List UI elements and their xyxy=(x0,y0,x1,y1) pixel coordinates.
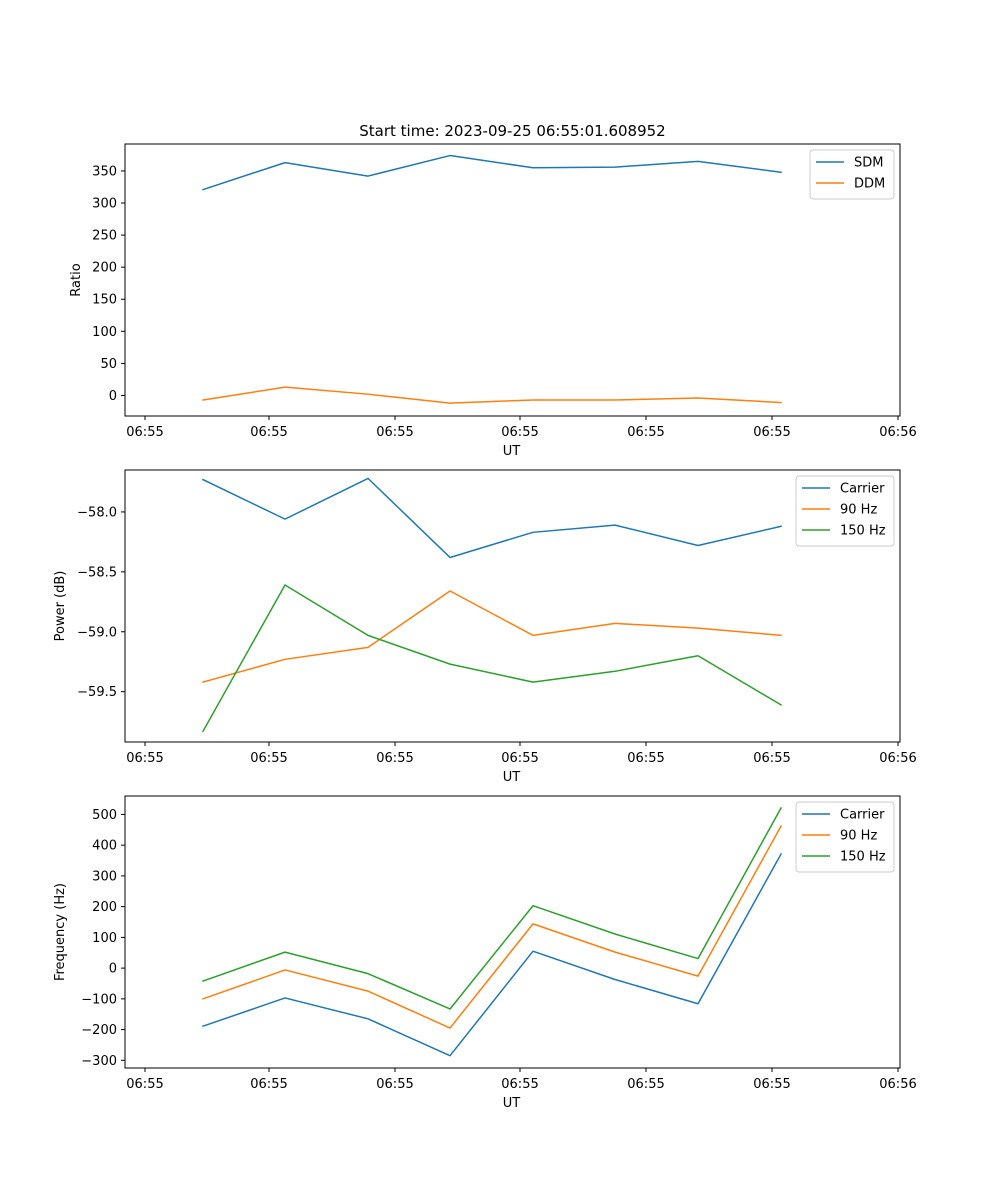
x-axis-label: UT xyxy=(503,770,521,785)
y-tick-label: −300 xyxy=(81,1054,117,1069)
legend-label: 150 Hz xyxy=(840,850,886,865)
legend-label: 90 Hz xyxy=(840,829,877,844)
x-tick-label: 06:55 xyxy=(627,1077,664,1092)
subplot-1: 06:55 06:55 06:55 06:55 06:55 06:55 06:56 0 50 10… xyxy=(69,122,917,459)
legend: Carrier 90 Hz 150 Hz xyxy=(795,801,895,873)
legend-label: 150 Hz xyxy=(840,524,886,539)
y-tick-label: −59.0 xyxy=(77,625,117,640)
chart-title: Start time: 2023-09-25 06:55:01.608952 xyxy=(359,122,665,140)
x-tick-label: 06:55 xyxy=(250,425,287,440)
legend-label: 90 Hz xyxy=(840,503,877,518)
series-line-sdm xyxy=(202,154,782,191)
legend-label: Carrier xyxy=(840,482,885,497)
axes-frame xyxy=(124,143,901,417)
series-line-150-hz xyxy=(201,584,783,733)
y-tick-label: 400 xyxy=(92,839,117,854)
x-tick-label: 06:55 xyxy=(501,751,538,766)
y-tick-label: −100 xyxy=(81,992,117,1007)
y-tick-label: 200 xyxy=(92,900,117,915)
series-line-carrier xyxy=(201,477,782,559)
series-line-90-hz xyxy=(202,590,782,684)
y-tick-label: 100 xyxy=(92,325,117,340)
x-tick-label: 06:55 xyxy=(250,1077,287,1092)
axes-frame xyxy=(124,469,901,743)
axes-frame xyxy=(124,795,901,1069)
subplot-3: 06:55 06:55 06:55 06:55 06:55 06:55 06:56 −300 −… xyxy=(53,795,917,1111)
x-tick-label: 06:55 xyxy=(376,1077,413,1092)
series-line-150-hz xyxy=(202,806,783,1010)
subplot-2: 06:55 06:55 06:55 06:55 06:55 06:55 06:56 −58.0… xyxy=(53,469,917,785)
y-tick-label: −200 xyxy=(81,1023,117,1038)
series-line-ddm xyxy=(202,386,782,404)
x-tick-label: 06:55 xyxy=(126,751,163,766)
legend-label: SDM xyxy=(854,156,883,171)
y-tick-label: 500 xyxy=(92,808,117,823)
x-tick-label: 06:56 xyxy=(879,1077,916,1092)
x-axis-label: UT xyxy=(503,1096,521,1111)
legend-label: Carrier xyxy=(840,808,885,823)
series-line-carrier xyxy=(202,853,783,1057)
y-tick-label: −59.5 xyxy=(77,685,117,700)
y-axis-label: Ratio xyxy=(69,263,84,296)
y-tick-label: 350 xyxy=(92,164,117,179)
y-tick-label: 300 xyxy=(92,869,117,884)
x-tick-label: 06:55 xyxy=(627,751,664,766)
x-tick-label: 06:55 xyxy=(126,1077,163,1092)
y-tick-label: −58.5 xyxy=(77,565,117,580)
x-tick-label: 06:55 xyxy=(627,425,664,440)
x-tick-label: 06:55 xyxy=(376,425,413,440)
x-tick-label: 06:55 xyxy=(126,425,163,440)
y-tick-label: −58.0 xyxy=(77,505,117,520)
x-axis-label: UT xyxy=(503,444,521,459)
y-tick-label: 0 xyxy=(109,962,117,977)
y-tick-label: 150 xyxy=(92,293,117,308)
y-tick-label: 300 xyxy=(92,197,117,212)
y-tick-label: 200 xyxy=(92,261,117,276)
y-tick-label: 250 xyxy=(92,229,117,244)
x-tick-label: 06:55 xyxy=(376,751,413,766)
x-tick-label: 06:55 xyxy=(753,751,790,766)
legend-label: DDM xyxy=(854,177,885,192)
legend-box xyxy=(795,801,895,873)
y-tick-label: 100 xyxy=(92,931,117,946)
legend-box xyxy=(795,475,895,547)
series-line-90-hz xyxy=(202,825,783,1029)
legend: Carrier 90 Hz 150 Hz xyxy=(795,475,895,547)
x-tick-label: 06:56 xyxy=(879,751,916,766)
y-tick-label: 50 xyxy=(100,357,117,372)
x-tick-label: 06:56 xyxy=(879,425,916,440)
legend: SDM DDM xyxy=(809,149,895,200)
x-tick-label: 06:55 xyxy=(753,425,790,440)
x-tick-label: 06:55 xyxy=(753,1077,790,1092)
x-tick-label: 06:55 xyxy=(501,1077,538,1092)
y-axis-label: Frequency (Hz) xyxy=(53,883,68,981)
y-tick-label: 0 xyxy=(109,389,117,404)
x-tick-label: 06:55 xyxy=(250,751,287,766)
y-axis-label: Power (dB) xyxy=(53,571,68,642)
x-tick-label: 06:55 xyxy=(501,425,538,440)
